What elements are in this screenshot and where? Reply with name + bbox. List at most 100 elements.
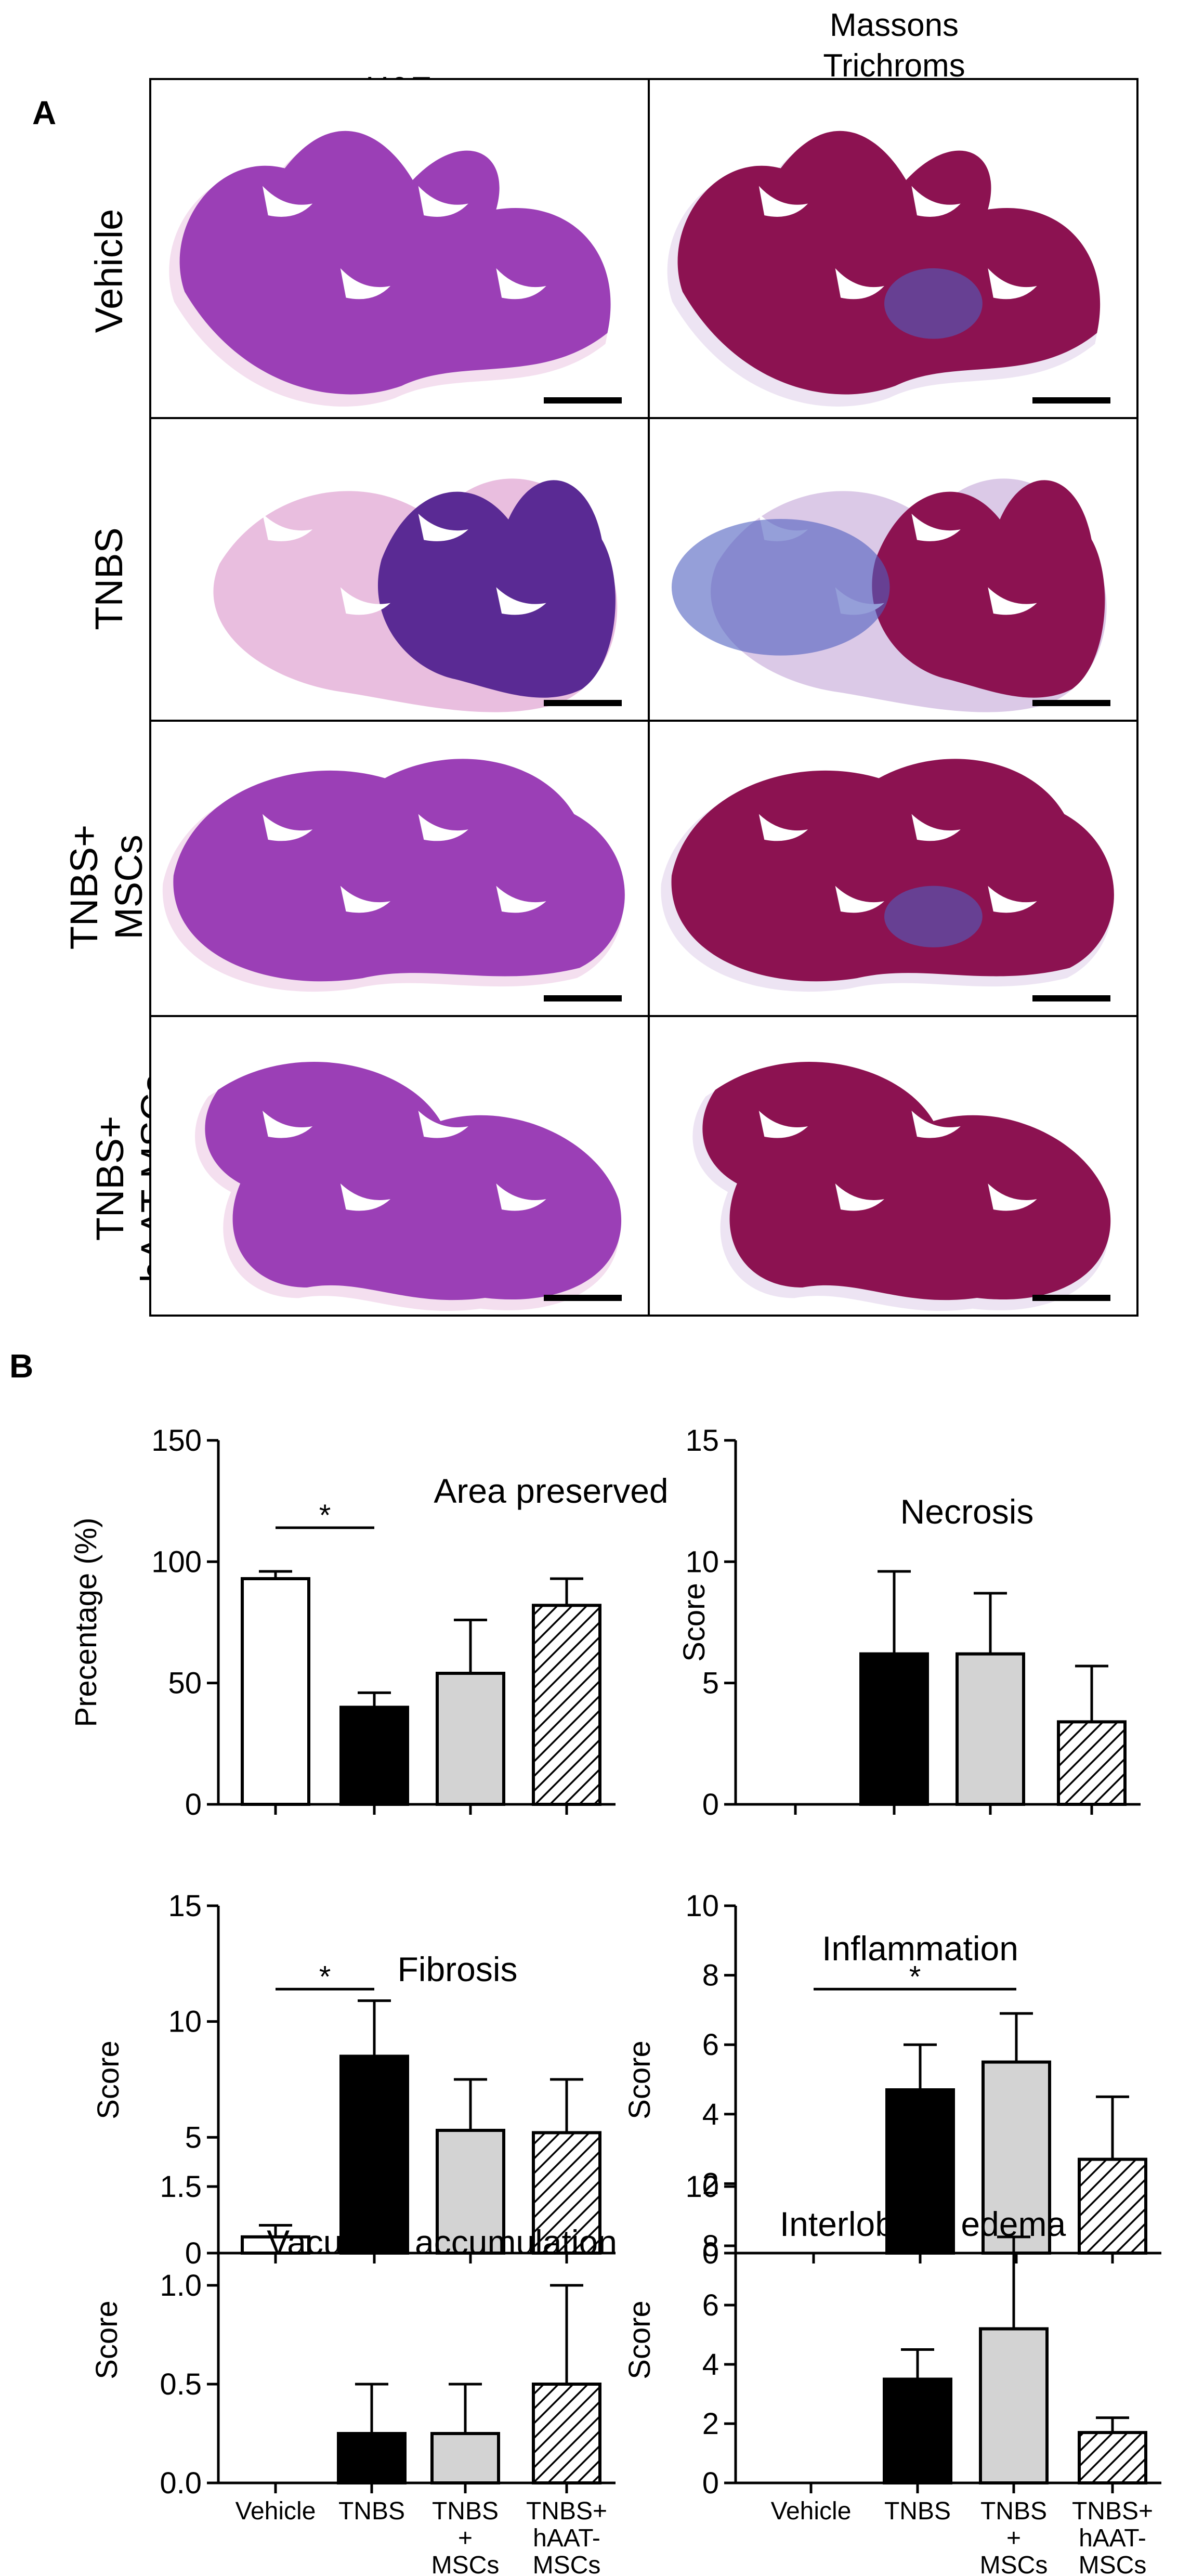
bar-3 <box>1078 2431 1147 2485</box>
bar-0 <box>241 1577 310 1806</box>
y-tick-label: 50 <box>168 1667 202 1700</box>
bar-2 <box>430 2432 500 2484</box>
column-header-masson: Massons Trichroms <box>650 5 1138 86</box>
bar-1 <box>337 2432 407 2484</box>
y-tick-label: 0 <box>185 2236 202 2270</box>
bar-2 <box>436 1672 505 1806</box>
x-tick-label: TNBS+ <box>526 2497 607 2525</box>
y-tick-label: 6 <box>702 2028 719 2062</box>
bar-1 <box>883 2377 952 2484</box>
y-axis-label: Score <box>90 2300 124 2379</box>
he-image-3 <box>149 720 650 1017</box>
y-tick-label: 10 <box>685 2170 719 2204</box>
bar-2 <box>436 2128 505 2255</box>
bar-3 <box>532 1604 601 1806</box>
bar-3 <box>532 2383 601 2484</box>
y-tick-label: 1.0 <box>160 2269 202 2302</box>
chart-2: 0 5 10 15 * Fibrosis Score <box>91 1889 616 2270</box>
chart-5: 0 2 4 6 8 10 Interlobular edema Score Vehicle TNB… <box>623 2170 1161 2576</box>
x-tick-label: Vehicle <box>771 2497 852 2525</box>
x-tick-label: hAAT- <box>533 2525 600 2552</box>
scale-bar <box>544 397 622 404</box>
masson-image-2 <box>648 417 1138 722</box>
significance-star: * <box>909 1960 921 1994</box>
x-tick-label: MSCs <box>431 2552 500 2576</box>
column-header-masson-line2: Trichroms <box>823 48 965 84</box>
y-tick-label: 2 <box>702 2407 719 2441</box>
y-tick-label: 0.5 <box>160 2367 202 2401</box>
x-tick-label: TNBS <box>884 2497 951 2525</box>
y-tick-label: 0 <box>185 1788 202 1822</box>
y-tick-label: 1.5 <box>160 2170 202 2204</box>
y-axis-label: Score <box>91 2040 125 2119</box>
panel-a-label: A <box>32 94 57 132</box>
y-tick-label: 0 <box>702 1788 719 1822</box>
x-tick-label: MSCs <box>1079 2552 1147 2576</box>
column-header-masson-line1: Massons <box>829 7 959 43</box>
x-tick-label: TNBS <box>980 2497 1047 2525</box>
x-tick-label: + <box>1006 2525 1021 2552</box>
x-tick-label: TNBS <box>432 2497 499 2525</box>
y-tick-label: 150 <box>151 1424 202 1458</box>
chart-0: 0 50 100 150 * Area preserved Precentage (%) <box>69 1424 669 1822</box>
y-tick-label: 10 <box>685 1889 719 1923</box>
masson-image-3 <box>648 720 1138 1017</box>
x-tick-label: hAAT- <box>1079 2525 1146 2552</box>
y-tick-label: 100 <box>151 1545 202 1579</box>
significance-star: * <box>319 1499 331 1532</box>
x-tick-label: Vehicle <box>235 2497 316 2525</box>
chart-1: 0 5 10 15 Necrosis Score <box>677 1424 1141 1822</box>
masson-image-4 <box>648 1015 1138 1317</box>
y-tick-label: 4 <box>702 2348 719 2382</box>
y-tick-label: 8 <box>702 2229 719 2263</box>
x-tick-label: + <box>458 2525 473 2552</box>
scale-bar <box>1032 995 1110 1001</box>
y-tick-label: 6 <box>702 2288 719 2322</box>
scale-bar <box>544 1295 622 1301</box>
y-tick-label: 8 <box>702 1959 719 1993</box>
y-tick-label: 10 <box>685 1545 719 1579</box>
y-tick-label: 5 <box>702 1667 719 1700</box>
y-axis-label: Score <box>623 2300 657 2379</box>
bar-1 <box>339 2054 409 2255</box>
bar-0 <box>241 2235 310 2255</box>
x-tick-label: MSCs <box>533 2552 601 2576</box>
bar-1 <box>339 1706 409 1806</box>
bar-2 <box>956 1652 1025 1806</box>
y-axis-label: Score <box>677 1583 711 1662</box>
bar-3 <box>1057 1720 1127 1806</box>
y-tick-label: 15 <box>685 1424 719 1458</box>
chart-3: 0 2 4 6 8 10 *Inflammation Score <box>623 1889 1161 2270</box>
chart-title: Necrosis <box>900 1492 1034 1531</box>
scale-bar <box>1032 1295 1110 1301</box>
y-tick-label: 0 <box>702 2236 719 2270</box>
y-tick-label: 0 <box>702 2466 719 2500</box>
bar-2 <box>979 2327 1049 2485</box>
he-image-1 <box>149 78 650 419</box>
he-image-4 <box>149 1015 650 1317</box>
y-axis-label: Precentage (%) <box>69 1518 103 1727</box>
y-tick-label: 0.0 <box>160 2466 202 2500</box>
bar-1 <box>859 1652 929 1806</box>
chart-title: Area preserved <box>434 1472 668 1510</box>
scale-bar <box>544 995 622 1001</box>
scale-bar <box>1032 397 1110 404</box>
x-tick-label: MSCs <box>980 2552 1048 2576</box>
panel-b-label: B <box>9 1347 34 1385</box>
y-tick-label: 2 <box>702 2167 719 2201</box>
chart-title: Inflammation <box>822 1929 1018 1968</box>
y-tick-label: 4 <box>702 2098 719 2131</box>
chart-title: Interlobular edema <box>780 2205 1066 2243</box>
x-tick-label: TNBS <box>338 2497 405 2525</box>
scale-bar <box>1032 700 1110 706</box>
bar-2 <box>981 2060 1051 2255</box>
scale-bar <box>544 700 622 706</box>
x-tick-label: TNBS+ <box>1072 2497 1153 2525</box>
chart-title: Vacuoles accumulation <box>267 2223 617 2261</box>
y-tick-label: 5 <box>185 2120 202 2154</box>
y-tick-label: 15 <box>168 1889 202 1923</box>
bar-3 <box>1078 2157 1147 2255</box>
chart-4: 0.0 0.5 1.0 1.5 Vacuoles accumulation Score Ve… <box>90 2170 617 2576</box>
bar-3 <box>532 2131 601 2255</box>
